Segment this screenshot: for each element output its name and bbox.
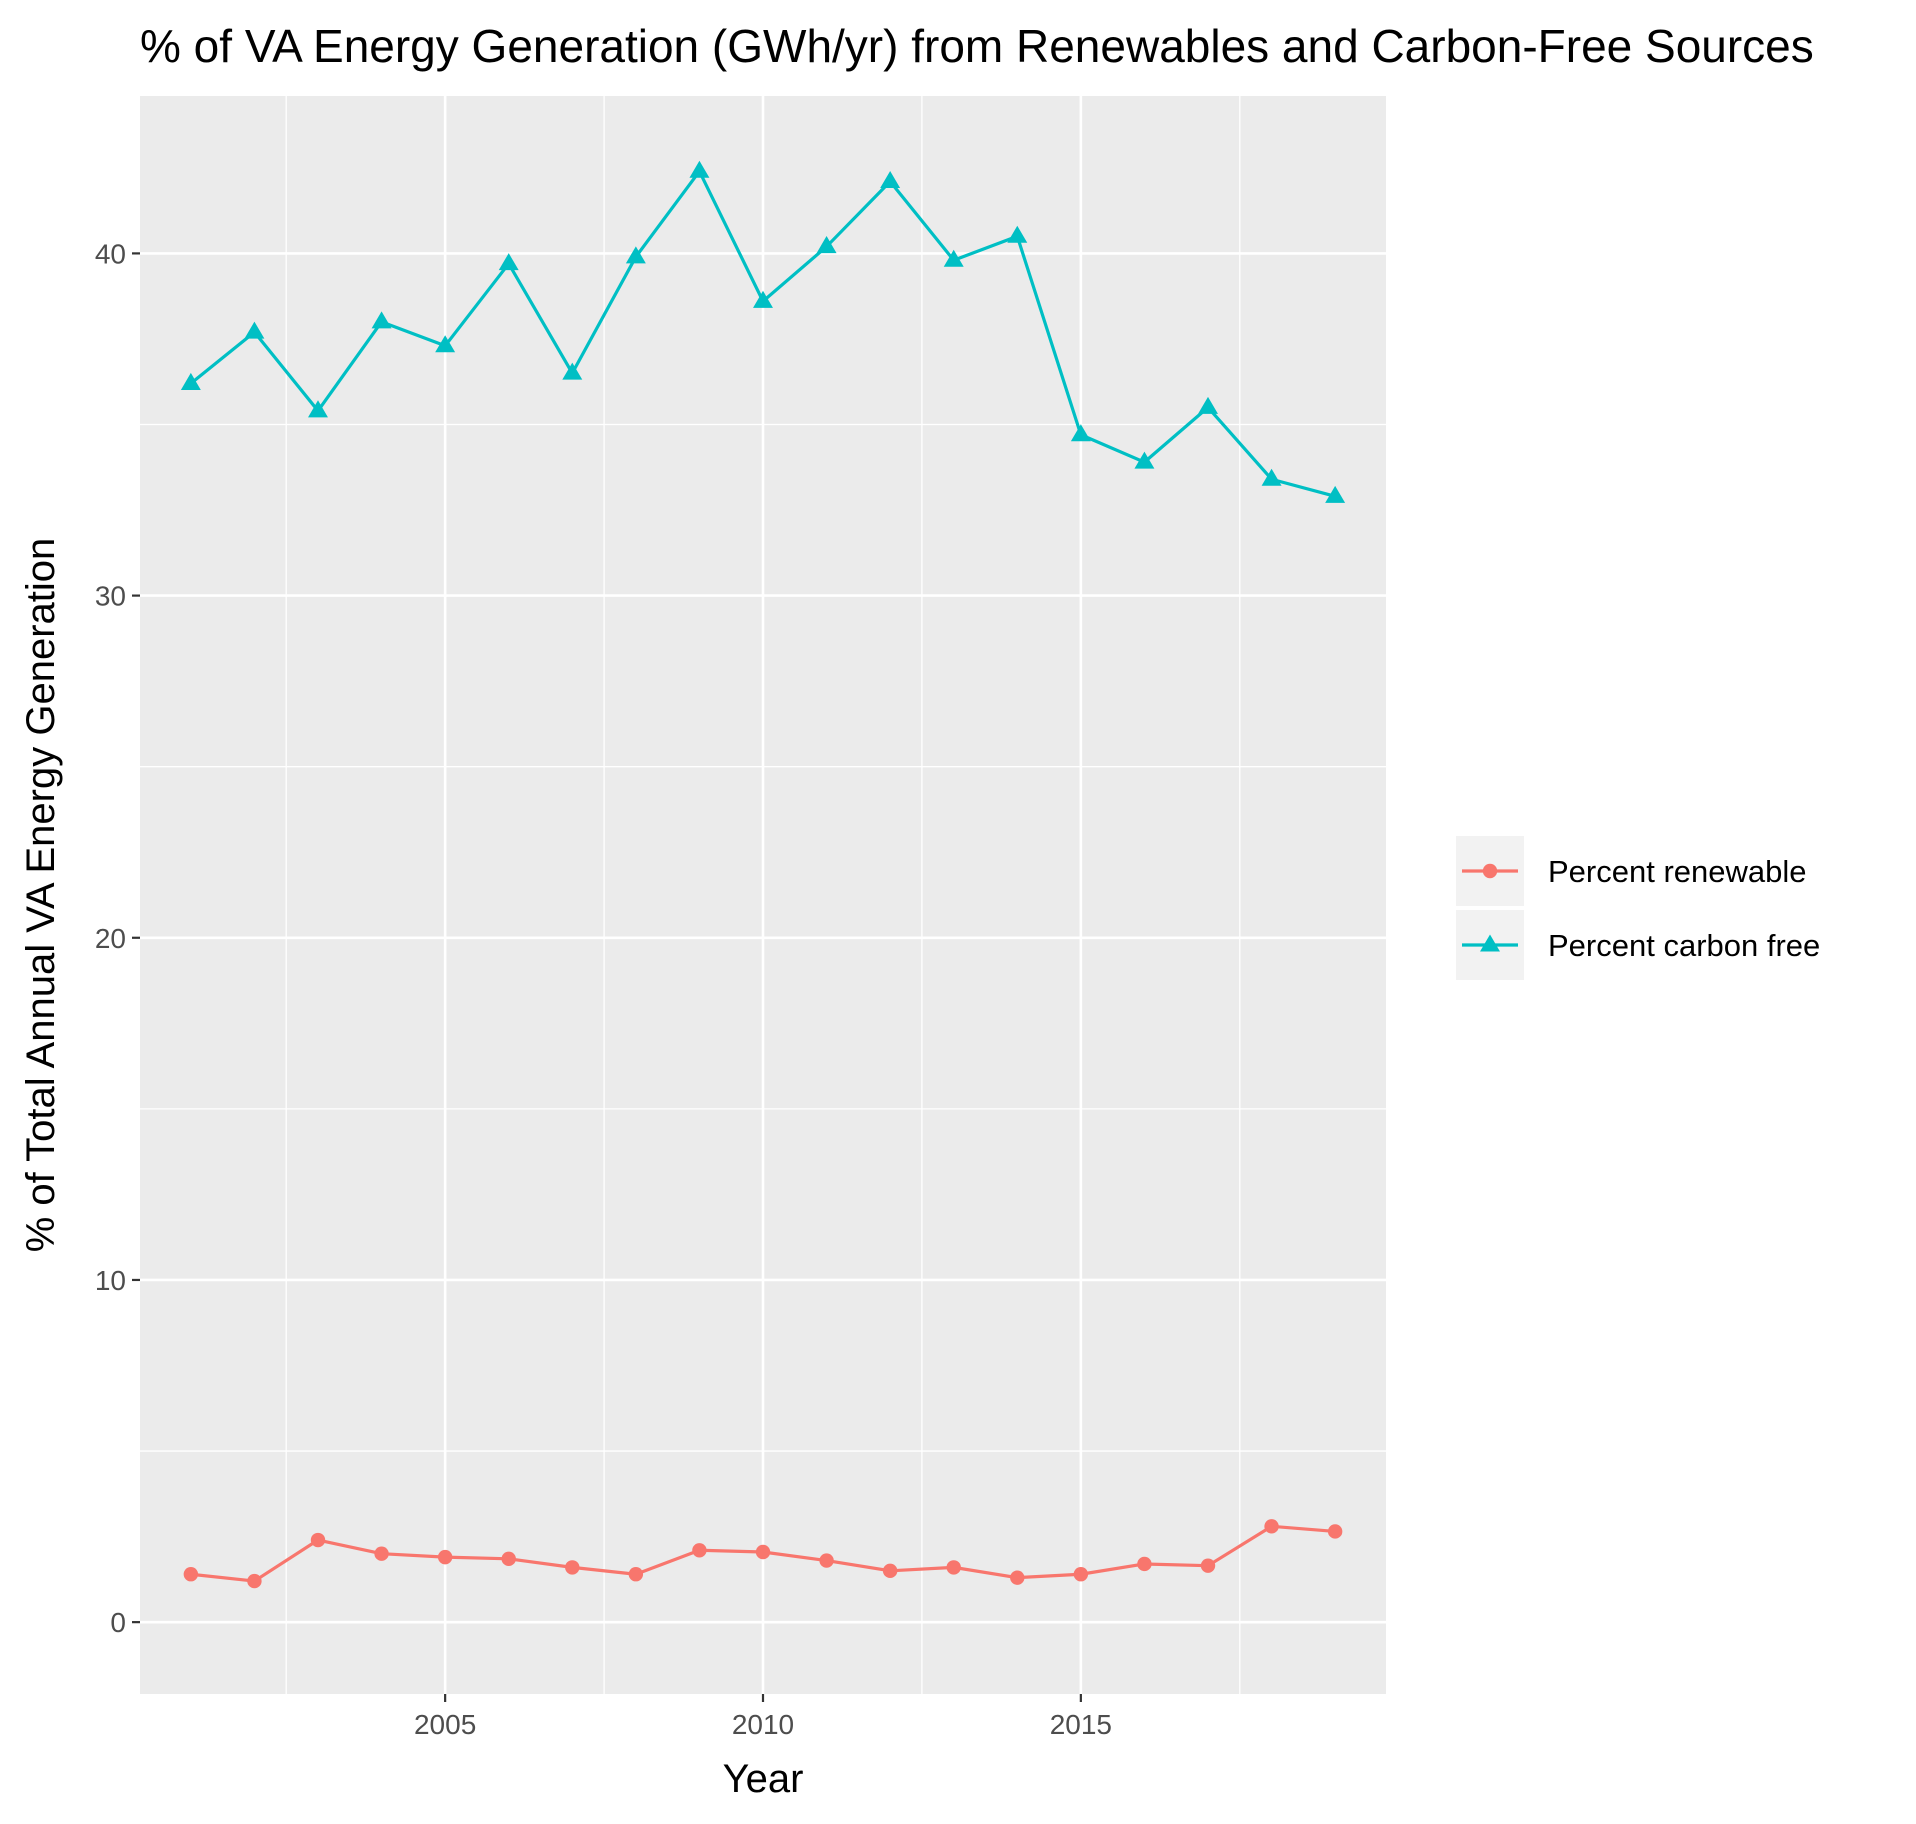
data-point-percent-renewable [819,1553,834,1568]
y-tick-label: 20 [95,923,126,954]
data-point-percent-carbon-free [625,246,646,264]
data-point-percent-carbon-free [308,400,328,418]
y-tick-label: 10 [95,1265,126,1296]
x-tick-label: 2015 [1050,1709,1112,1740]
data-point-percent-carbon-free [880,171,901,189]
series-layer [180,160,1346,1589]
data-point-percent-carbon-free [1325,485,1346,503]
legend-key-marker [1482,863,1498,879]
legend: Percent renewable Percent carbon free [1456,836,1820,980]
data-point-percent-renewable [1200,1558,1216,1573]
data-point-percent-renewable [374,1546,389,1561]
grid-major [140,96,1386,1694]
data-point-percent-renewable [1137,1556,1152,1572]
x-axis: 2005 2010 2015 [414,1694,1112,1740]
data-point-percent-carbon-free [244,321,265,339]
y-tick-label: 0 [110,1607,126,1638]
y-tick-label: 40 [95,238,126,269]
data-point-percent-renewable [1073,1567,1089,1582]
series-percent-renewable [183,1519,1343,1589]
data-point-percent-carbon-free [180,372,201,390]
legend-label: Percent carbon free [1548,928,1820,963]
legend-key-marker [1480,934,1500,952]
data-point-percent-renewable [183,1567,199,1582]
data-point-percent-carbon-free [1261,468,1282,486]
data-point-percent-renewable [437,1549,453,1565]
data-point-percent-carbon-free [371,311,392,329]
data-point-percent-renewable [628,1567,644,1582]
data-point-percent-renewable [247,1573,262,1589]
x-axis-title: Year [723,1757,804,1801]
data-point-percent-carbon-free [562,362,583,380]
chart-title: % of VA Energy Generation (GWh/yr) from … [140,20,1814,72]
legend-item-percent-renewable: Percent renewable [1456,836,1807,906]
data-point-percent-renewable [946,1560,961,1575]
data-point-percent-renewable [501,1551,516,1567]
data-point-percent-carbon-free [753,290,773,308]
data-point-percent-renewable [755,1544,771,1560]
data-point-percent-renewable [692,1543,707,1558]
y-tick-label: 30 [95,581,126,612]
data-point-percent-renewable [1264,1519,1279,1534]
x-tick-label: 2010 [732,1709,794,1740]
data-point-percent-renewable [310,1532,326,1548]
data-point-percent-carbon-free [689,160,710,178]
data-point-percent-carbon-free [943,249,964,267]
y-axis-title: % of Total Annual VA Energy Generation [19,538,63,1253]
data-point-percent-carbon-free [816,236,837,254]
data-point-percent-renewable [882,1563,898,1579]
series-percent-carbon-free [180,160,1346,503]
data-point-percent-renewable [1327,1524,1343,1539]
data-point-percent-carbon-free [1070,424,1091,442]
data-point-percent-carbon-free [435,335,456,353]
legend-item-percent-carbon-free: Percent carbon free [1456,910,1820,980]
data-point-percent-carbon-free [498,253,519,271]
x-tick-label: 2005 [414,1709,476,1740]
legend-label: Percent renewable [1548,854,1807,889]
data-point-percent-carbon-free [1007,225,1028,243]
data-point-percent-renewable [1010,1570,1025,1585]
data-point-percent-renewable [565,1560,580,1575]
data-point-percent-carbon-free [1198,396,1218,414]
y-axis: 0 10 20 30 40 [95,238,140,1638]
data-point-percent-carbon-free [1134,451,1155,469]
